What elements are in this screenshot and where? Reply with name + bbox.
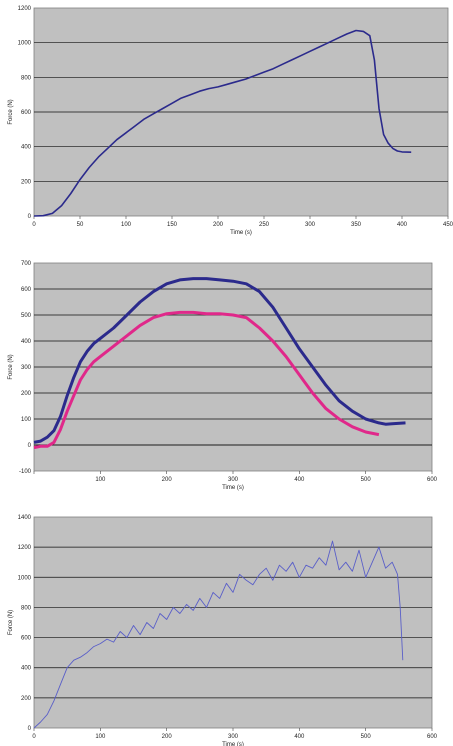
y-tick-label: 800: [21, 605, 32, 611]
y-axis-label: Force (N): [8, 99, 14, 124]
y-axis-label: Force (N): [8, 610, 14, 635]
x-axis-label: Time (s): [222, 742, 244, 746]
x-axis-label: Time (s): [230, 230, 252, 236]
x-tick-label: 250: [259, 222, 270, 228]
y-tick-label: 200: [21, 391, 32, 397]
x-tick-label: 300: [228, 734, 239, 740]
x-tick-label: 500: [361, 477, 372, 483]
y-tick-label: 1400: [18, 515, 32, 521]
x-tick-label: 100: [95, 477, 106, 483]
x-tick-label: 200: [162, 734, 173, 740]
y-tick-label: -100: [19, 469, 32, 475]
y-tick-label: 1000: [18, 575, 32, 581]
series-line-2: [33, 310, 380, 450]
x-tick-label: 600: [427, 477, 438, 483]
x-tick-label: 0: [32, 734, 36, 740]
y-tick-label: 1000: [18, 41, 32, 47]
x-tick-label: 600: [427, 734, 438, 740]
y-tick-label: 400: [21, 145, 32, 151]
series-line-1: [33, 277, 406, 444]
x-tick-label: 450: [443, 222, 453, 228]
plot-area: [33, 516, 433, 729]
y-tick-label: 1200: [18, 545, 32, 551]
x-tick-label: 100: [121, 222, 132, 228]
y-tick-label: 1200: [18, 6, 32, 12]
x-tick-label: 200: [213, 222, 224, 228]
y-tick-label: 700: [21, 261, 32, 267]
x-tick-label: 300: [305, 222, 316, 228]
y-tick-label: 400: [21, 666, 32, 672]
y-tick-label: 0: [28, 214, 32, 220]
x-tick-label: 300: [228, 477, 239, 483]
y-tick-label: 600: [21, 287, 32, 293]
x-tick-label: 200: [162, 477, 173, 483]
y-tick-label: 100: [21, 417, 32, 423]
x-tick-label: 100: [95, 734, 106, 740]
y-tick-label: 400: [21, 339, 32, 345]
x-tick-label: 0: [32, 222, 36, 228]
y-tick-label: 0: [28, 443, 32, 449]
x-tick-label: 500: [361, 734, 372, 740]
x-tick-label: 400: [397, 222, 408, 228]
y-tick-label: 600: [21, 110, 32, 116]
y-tick-label: 500: [21, 313, 32, 319]
y-tick-label: 200: [21, 179, 32, 185]
series-line-1: [33, 540, 404, 729]
y-tick-label: 800: [21, 75, 32, 81]
y-tick-label: 200: [21, 696, 32, 702]
y-axis-label: Force (N): [8, 354, 14, 379]
chart-1: 0 200 400 600 800 1000 1200 0 50 100 150 200 250 300 3…: [8, 6, 453, 236]
series-line-1: [33, 29, 412, 217]
y-tick-label: 0: [28, 726, 32, 732]
x-axis-label: Time (s): [222, 485, 244, 491]
chart-2: -100 0 100 200 300 400 500 600 700 100 200 300 400 50…: [8, 261, 438, 491]
x-tick-label: 400: [294, 734, 305, 740]
chart-3: 0 200 400 600 800 1000 1200 1400 0 100 200 300 400 50…: [8, 515, 438, 746]
x-tick-label: 400: [294, 477, 305, 483]
x-tick-label: 350: [351, 222, 362, 228]
y-tick-label: 600: [21, 636, 32, 642]
x-tick-label: 150: [167, 222, 178, 228]
y-tick-label: 300: [21, 365, 32, 371]
x-tick-label: 50: [77, 222, 84, 228]
